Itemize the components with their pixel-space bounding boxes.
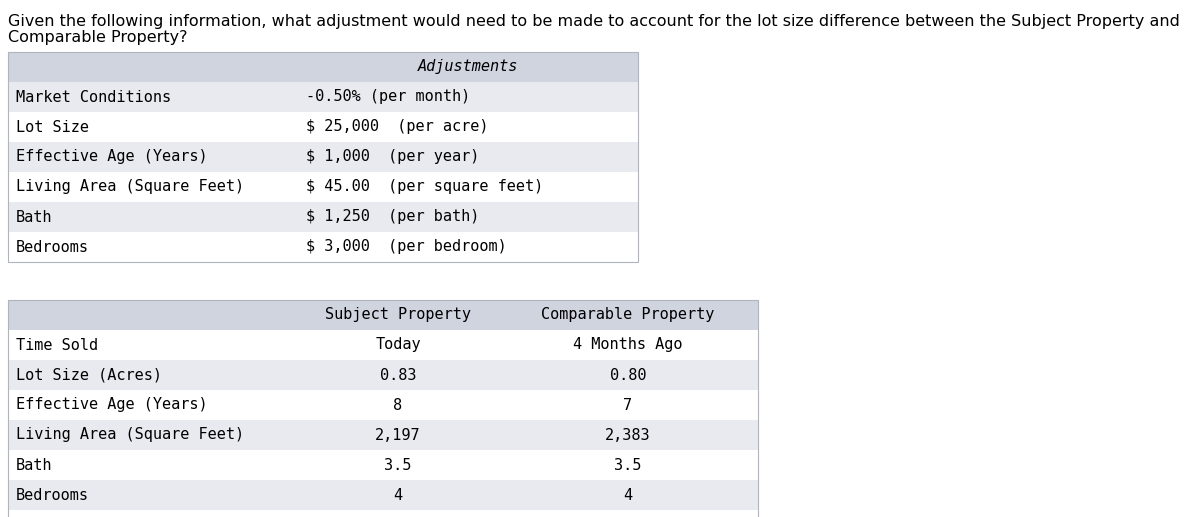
- Bar: [8, 52, 638, 262]
- Text: Bath: Bath: [16, 209, 53, 224]
- Text: Effective Age (Years): Effective Age (Years): [16, 149, 208, 164]
- Bar: [8, 420, 758, 450]
- Text: 3.5: 3.5: [384, 458, 412, 473]
- Text: 0.83: 0.83: [379, 368, 416, 383]
- Text: $ 1,000  (per year): $ 1,000 (per year): [306, 149, 479, 164]
- Bar: [8, 450, 758, 480]
- Text: -0.50% (per month): -0.50% (per month): [306, 89, 470, 104]
- Bar: [8, 300, 758, 330]
- Text: 0.80: 0.80: [610, 368, 647, 383]
- Text: $ 1,250  (per bath): $ 1,250 (per bath): [306, 209, 479, 224]
- Text: 2,197: 2,197: [376, 428, 421, 443]
- Text: 4: 4: [394, 488, 402, 503]
- Bar: [8, 172, 638, 202]
- Bar: [8, 142, 638, 172]
- Text: Subject Property: Subject Property: [325, 308, 470, 323]
- Text: Given the following information, what adjustment would need to be made to accoun: Given the following information, what ad…: [8, 14, 1180, 29]
- Text: Living Area (Square Feet): Living Area (Square Feet): [16, 428, 244, 443]
- Text: Today: Today: [376, 338, 421, 353]
- Text: $ 45.00  (per square feet): $ 45.00 (per square feet): [306, 179, 544, 194]
- Text: Adjustments: Adjustments: [418, 59, 518, 74]
- Text: Lot Size (Acres): Lot Size (Acres): [16, 368, 162, 383]
- Text: Bedrooms: Bedrooms: [16, 488, 89, 503]
- Text: Market Conditions: Market Conditions: [16, 89, 172, 104]
- Bar: [8, 390, 758, 420]
- Text: Living Area (Square Feet): Living Area (Square Feet): [16, 179, 244, 194]
- Bar: [8, 510, 758, 517]
- Bar: [8, 112, 638, 142]
- Bar: [8, 202, 638, 232]
- Bar: [8, 480, 758, 510]
- Bar: [8, 52, 638, 82]
- Text: Time Sold: Time Sold: [16, 338, 98, 353]
- Text: Effective Age (Years): Effective Age (Years): [16, 398, 208, 413]
- Text: 4: 4: [624, 488, 632, 503]
- Text: Comparable Property: Comparable Property: [541, 308, 715, 323]
- Text: $ 25,000  (per acre): $ 25,000 (per acre): [306, 119, 488, 134]
- Text: Bath: Bath: [16, 458, 53, 473]
- Text: 7: 7: [624, 398, 632, 413]
- Bar: [8, 330, 758, 360]
- Bar: [8, 82, 638, 112]
- Bar: [8, 360, 758, 390]
- Text: 2,383: 2,383: [605, 428, 650, 443]
- Text: Lot Size: Lot Size: [16, 119, 89, 134]
- Text: 4 Months Ago: 4 Months Ago: [574, 338, 683, 353]
- Text: 8: 8: [394, 398, 402, 413]
- Text: Comparable Property?: Comparable Property?: [8, 30, 187, 45]
- Text: $ 3,000  (per bedroom): $ 3,000 (per bedroom): [306, 239, 506, 254]
- Text: 3.5: 3.5: [614, 458, 642, 473]
- Bar: [8, 232, 638, 262]
- Bar: [8, 300, 758, 517]
- Text: Bedrooms: Bedrooms: [16, 239, 89, 254]
